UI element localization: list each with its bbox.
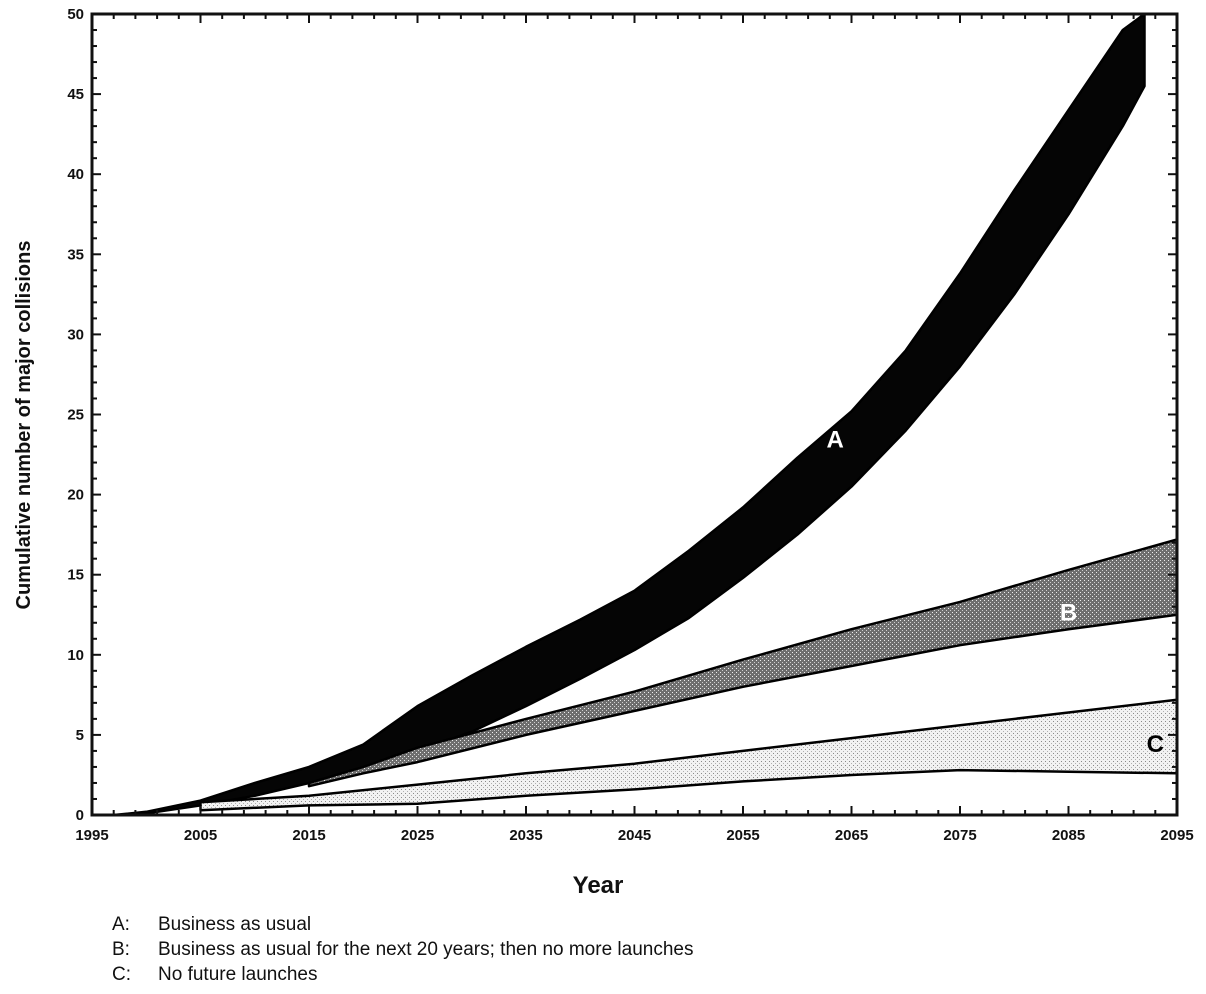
ticks-layer: [91, 13, 1178, 816]
legend: A: Business as usual B: Business as usua…: [112, 912, 693, 987]
y-axis-title: Cumulative number of major collisions: [13, 241, 35, 610]
y-tick-label: 50: [67, 6, 84, 23]
legend-key: A:: [112, 914, 130, 935]
legend-text: Business as usual: [158, 914, 312, 935]
bands-layer: [112, 12, 1179, 817]
y-tick-label: 10: [67, 647, 84, 664]
x-axis-title: Year: [573, 872, 624, 899]
x-tick-label: 2055: [726, 827, 759, 844]
legend-key: C:: [112, 964, 131, 985]
y-tick-label: 35: [67, 246, 84, 263]
y-tick-label: 20: [67, 487, 84, 504]
legend-text: Business as usual for the next 20 years;…: [158, 939, 694, 960]
y-tick-label: 45: [67, 86, 84, 103]
x-tick-label: 2015: [292, 827, 325, 844]
x-tick-label: 2035: [509, 827, 542, 844]
x-tick-label: 2025: [401, 827, 434, 844]
x-tick-label: 2045: [618, 827, 651, 844]
band-label-a: A: [827, 427, 844, 454]
band-label-c: C: [1147, 731, 1164, 758]
legend-key: B:: [112, 939, 130, 960]
labels-layer: 1995 2005 2015 2025 2035 2045 2055 2065 2075 2085…: [67, 6, 1193, 844]
legend-item-b: B: Business as usual for the next 20 yea…: [112, 937, 693, 962]
x-tick-label: 2005: [184, 827, 217, 844]
band-label-b: B: [1060, 600, 1077, 627]
y-tick-label: 30: [67, 326, 84, 343]
y-tick-label: 25: [67, 407, 84, 424]
legend-text: No future launches: [158, 964, 318, 985]
y-tick-label: 0: [76, 807, 84, 824]
x-tick-label: 1995: [75, 827, 108, 844]
y-tick-label: 15: [67, 567, 84, 584]
x-tick-label: 2065: [835, 827, 868, 844]
x-tick-label: 2085: [1052, 827, 1085, 844]
legend-item-c: C: No future launches: [112, 962, 693, 987]
x-tick-label: 2095: [1160, 827, 1193, 844]
y-tick-label: 5: [76, 727, 84, 744]
y-tick-label: 40: [67, 166, 84, 183]
x-tick-label: 2075: [943, 827, 976, 844]
legend-item-a: A: Business as usual: [112, 912, 693, 937]
